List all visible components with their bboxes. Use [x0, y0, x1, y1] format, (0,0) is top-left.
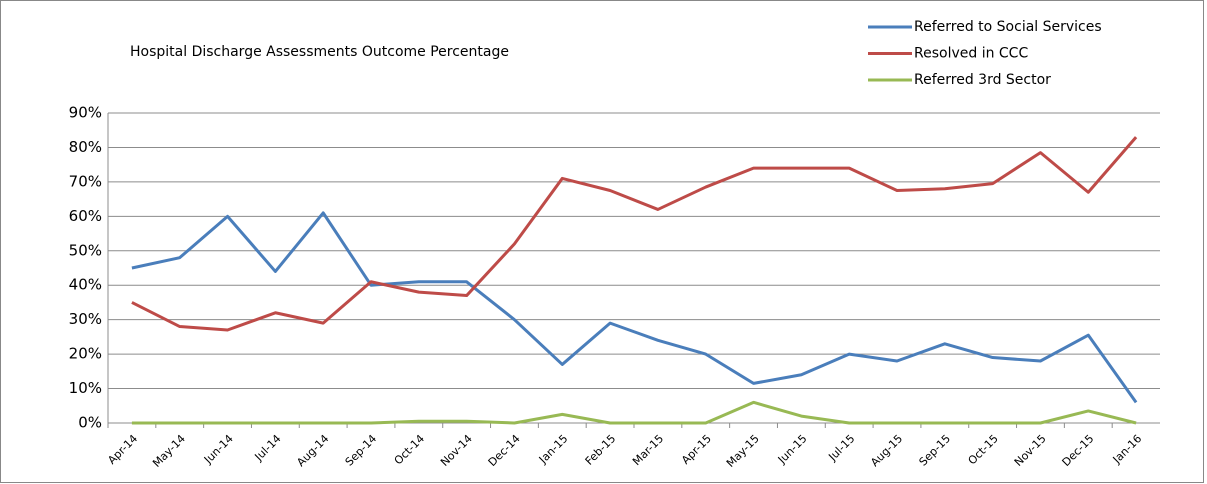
y-tick-label: 90% [69, 104, 102, 122]
legend-label: Referred 3rd Sector [914, 72, 1051, 88]
chart-title: Hospital Discharge Assessments Outcome P… [130, 44, 509, 60]
series-line [131, 136, 1138, 332]
y-tick-label: 10% [69, 379, 102, 397]
series-line [131, 211, 1138, 404]
y-tick-label: 20% [69, 345, 102, 363]
legend-label: Resolved in CCC [914, 46, 1028, 62]
y-tick-label: 30% [69, 310, 102, 328]
y-tick-label: 0% [78, 414, 102, 432]
y-tick-label: 40% [69, 276, 102, 294]
legend-label: Referred to Social Services [914, 19, 1102, 35]
series-line [131, 400, 1137, 425]
y-tick-label: 50% [69, 241, 102, 259]
y-tick-label: 80% [69, 138, 102, 156]
y-tick-label: 70% [69, 172, 102, 190]
y-tick-label: 60% [69, 207, 102, 225]
